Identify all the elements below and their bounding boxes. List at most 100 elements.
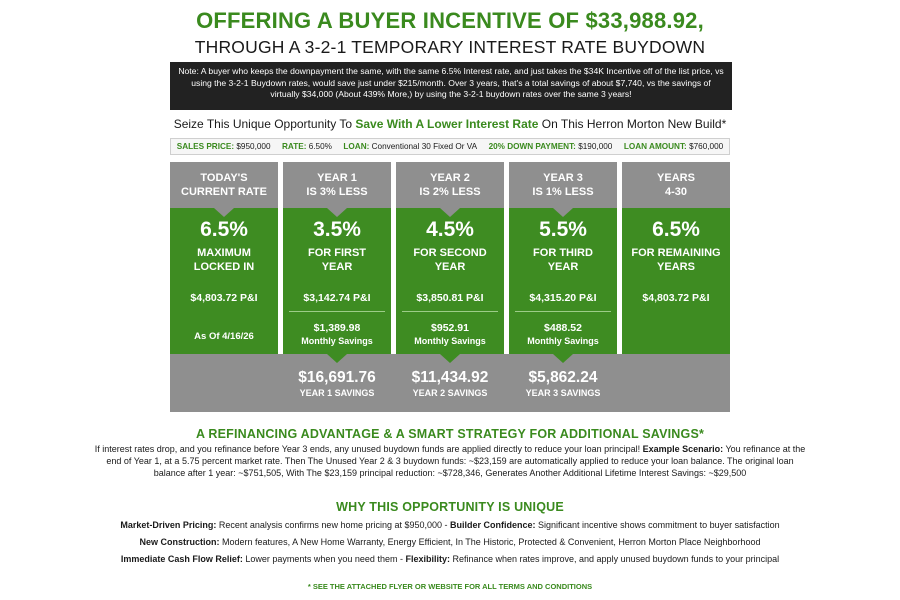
- year-savings-label: YEAR 1 SAVINGS: [299, 388, 375, 398]
- column-year-2: YEAR 2 IS 2% LESS 4.5% FOR SECOND YEAR $3,…: [396, 162, 504, 412]
- refinance-part-2: You refinance at the end of Year 1, at a…: [106, 444, 806, 478]
- column-body: 5.5% FOR THIRD YEAR $4,315.20 P&I $488.52…: [509, 208, 617, 354]
- rate-label-line-2: YEAR: [321, 261, 353, 273]
- header-line-1: YEAR 3: [543, 172, 583, 184]
- why-line-1: Market-Driven Pricing: Recent analysis c…: [40, 520, 860, 530]
- rate-value: 5.5%: [539, 218, 587, 241]
- refinance-part-1: If interest rates drop, and you refinanc…: [94, 444, 643, 454]
- header-line-1: YEAR 1: [317, 172, 357, 184]
- footer-band-right: [622, 354, 730, 412]
- payment-pi: $4,315.20 P&I: [529, 292, 597, 304]
- rate-label-line-2: YEAR: [434, 261, 466, 273]
- rate-value: 3.5%: [313, 218, 361, 241]
- payment-pi: $3,850.81 P&I: [416, 292, 484, 304]
- refinance-text: If interest rates drop, and you refinanc…: [90, 443, 810, 479]
- spec-key: 20% DOWN PAYMENT:: [488, 142, 576, 151]
- rate-label-line-1: FOR FIRST: [307, 247, 367, 259]
- spec-down-payment: 20% DOWN PAYMENT: $190,000: [489, 142, 613, 151]
- why-value: Refinance when rates improve, and apply …: [449, 554, 780, 564]
- column-header: TODAY'S CURRENT RATE: [170, 162, 278, 208]
- header-line-1: YEARS: [657, 172, 695, 184]
- payment-pi: $4,803.72 P&I: [642, 292, 710, 304]
- monthly-savings-label: Monthly Savings: [414, 336, 486, 346]
- why-key: New Construction:: [139, 537, 220, 547]
- monthly-savings-label: Monthly Savings: [301, 336, 373, 346]
- header-line-2: 4-30: [664, 186, 688, 198]
- arrow-down-icon: [214, 208, 234, 217]
- divider: [402, 311, 498, 312]
- header-line-1: YEAR 2: [430, 172, 470, 184]
- spec-loan: LOAN: Conventional 30 Fixed Or VA: [343, 142, 477, 151]
- rate-columns: TODAY'S CURRENT RATE 6.5% MAXIMUM LOCKED I…: [170, 162, 730, 412]
- footer-band-gap: [504, 354, 509, 412]
- footer-band-gap: [617, 354, 622, 412]
- why-line-3: Immediate Cash Flow Relief: Lower paymen…: [40, 554, 860, 564]
- payment-pi: $4,803.72 P&I: [190, 292, 258, 304]
- seize-highlight: Save With A Lower Interest Rate: [355, 117, 539, 131]
- note-box: Note: A buyer who keeps the downpayment …: [170, 62, 732, 110]
- rate-label-line-2: YEAR: [547, 261, 579, 273]
- spec-sales-price: SALES PRICE: $950,000: [177, 142, 271, 151]
- spec-loan-amount: LOAN AMOUNT: $760,000: [624, 142, 723, 151]
- column-body: 6.5% FOR REMAINING YEARS $4,803.72 P&I: [622, 208, 730, 354]
- why-key: Flexibility:: [405, 554, 450, 564]
- rate-label: FOR FIRST YEAR: [283, 246, 391, 274]
- column-body: 4.5% FOR SECOND YEAR $3,850.81 P&I $952.9…: [396, 208, 504, 354]
- seize-after: On This Herron Morton New Build*: [538, 117, 727, 131]
- monthly-savings-label: Monthly Savings: [527, 336, 599, 346]
- divider: [289, 311, 385, 312]
- column-footer: $5,862.24 YEAR 3 SAVINGS: [509, 354, 617, 412]
- column-header: YEAR 3 IS 1% LESS: [509, 162, 617, 208]
- header-line-2: IS 2% LESS: [419, 186, 481, 198]
- spec-value: $950,000: [236, 142, 271, 151]
- divider: [515, 311, 611, 312]
- year-savings-value: $11,434.92: [411, 369, 489, 386]
- why-value: Significant incentive shows commitment t…: [535, 520, 780, 530]
- headline-title: OFFERING A BUYER INCENTIVE OF $33,988.92…: [196, 8, 704, 33]
- year-savings-value: $5,862.24: [528, 369, 598, 386]
- why-value: Modern features, A New Home Warranty, En…: [219, 537, 761, 547]
- seize-line: Seize This Unique Opportunity To Save Wi…: [0, 117, 900, 131]
- rate-label: MAXIMUM LOCKED IN: [170, 246, 278, 274]
- rate-label-line-1: MAXIMUM: [197, 247, 251, 259]
- year-savings-label: YEAR 3 SAVINGS: [525, 388, 601, 398]
- arrow-down-icon: [327, 208, 347, 217]
- year-savings-value: $16,691.76: [298, 369, 376, 386]
- year-savings-label: YEAR 2 SAVINGS: [412, 388, 488, 398]
- column-header: YEAR 2 IS 2% LESS: [396, 162, 504, 208]
- refinance-title: A REFINANCING ADVANTAGE & A SMART STRATE…: [195, 427, 705, 441]
- column-current-rate: TODAY'S CURRENT RATE 6.5% MAXIMUM LOCKED I…: [170, 162, 278, 412]
- terms-footnote: * SEE THE ATTACHED FLYER OR WEBSITE FOR …: [307, 582, 593, 591]
- column-body: 6.5% MAXIMUM LOCKED IN $4,803.72 P&I As O…: [170, 208, 278, 354]
- header-line-2: IS 1% LESS: [532, 186, 594, 198]
- spec-value: 6.50%: [308, 142, 332, 151]
- arrow-down-icon: [327, 354, 347, 363]
- spec-rate: RATE: 6.50%: [282, 142, 332, 151]
- why-value: Recent analysis confirms new home pricin…: [216, 520, 451, 530]
- footer-band-gap: [391, 354, 396, 412]
- header-line-2: IS 3% LESS: [306, 186, 368, 198]
- rate-label-line-2: LOCKED IN: [193, 261, 255, 273]
- as-of-date: As Of 4/16/26: [194, 331, 254, 342]
- spec-key: LOAN AMOUNT:: [623, 142, 687, 151]
- column-footer: $11,434.92 YEAR 2 SAVINGS: [396, 354, 504, 412]
- why-line-2: New Construction: Modern features, A New…: [40, 537, 860, 547]
- loan-specs-bar: SALES PRICE: $950,000 RATE: 6.50% LOAN: …: [170, 138, 730, 155]
- column-years-4-30: YEARS 4-30 6.5% FOR REMAINING YEARS $4,803…: [622, 162, 730, 412]
- arrow-down-icon: [553, 354, 573, 363]
- column-body: 3.5% FOR FIRST YEAR $3,142.74 P&I $1,389.…: [283, 208, 391, 354]
- header-line-1: TODAY'S: [200, 172, 248, 184]
- why-key: Immediate Cash Flow Relief:: [120, 554, 243, 564]
- spec-value: $190,000: [578, 142, 613, 151]
- arrow-down-icon: [440, 354, 460, 363]
- rate-label: FOR REMAINING YEARS: [622, 246, 730, 274]
- spec-key: RATE:: [282, 142, 307, 151]
- rate-label-line-1: FOR SECOND: [413, 247, 487, 259]
- monthly-savings-value: $952.91: [431, 322, 469, 334]
- why-key: Builder Confidence:: [450, 520, 536, 530]
- payment-pi: $3,142.74 P&I: [303, 292, 371, 304]
- column-year-1: YEAR 1 IS 3% LESS 3.5% FOR FIRST YEAR $3,1…: [283, 162, 391, 412]
- arrow-down-icon: [440, 208, 460, 217]
- monthly-savings-value: $1,389.98: [313, 322, 361, 334]
- spec-value: $760,000: [689, 142, 724, 151]
